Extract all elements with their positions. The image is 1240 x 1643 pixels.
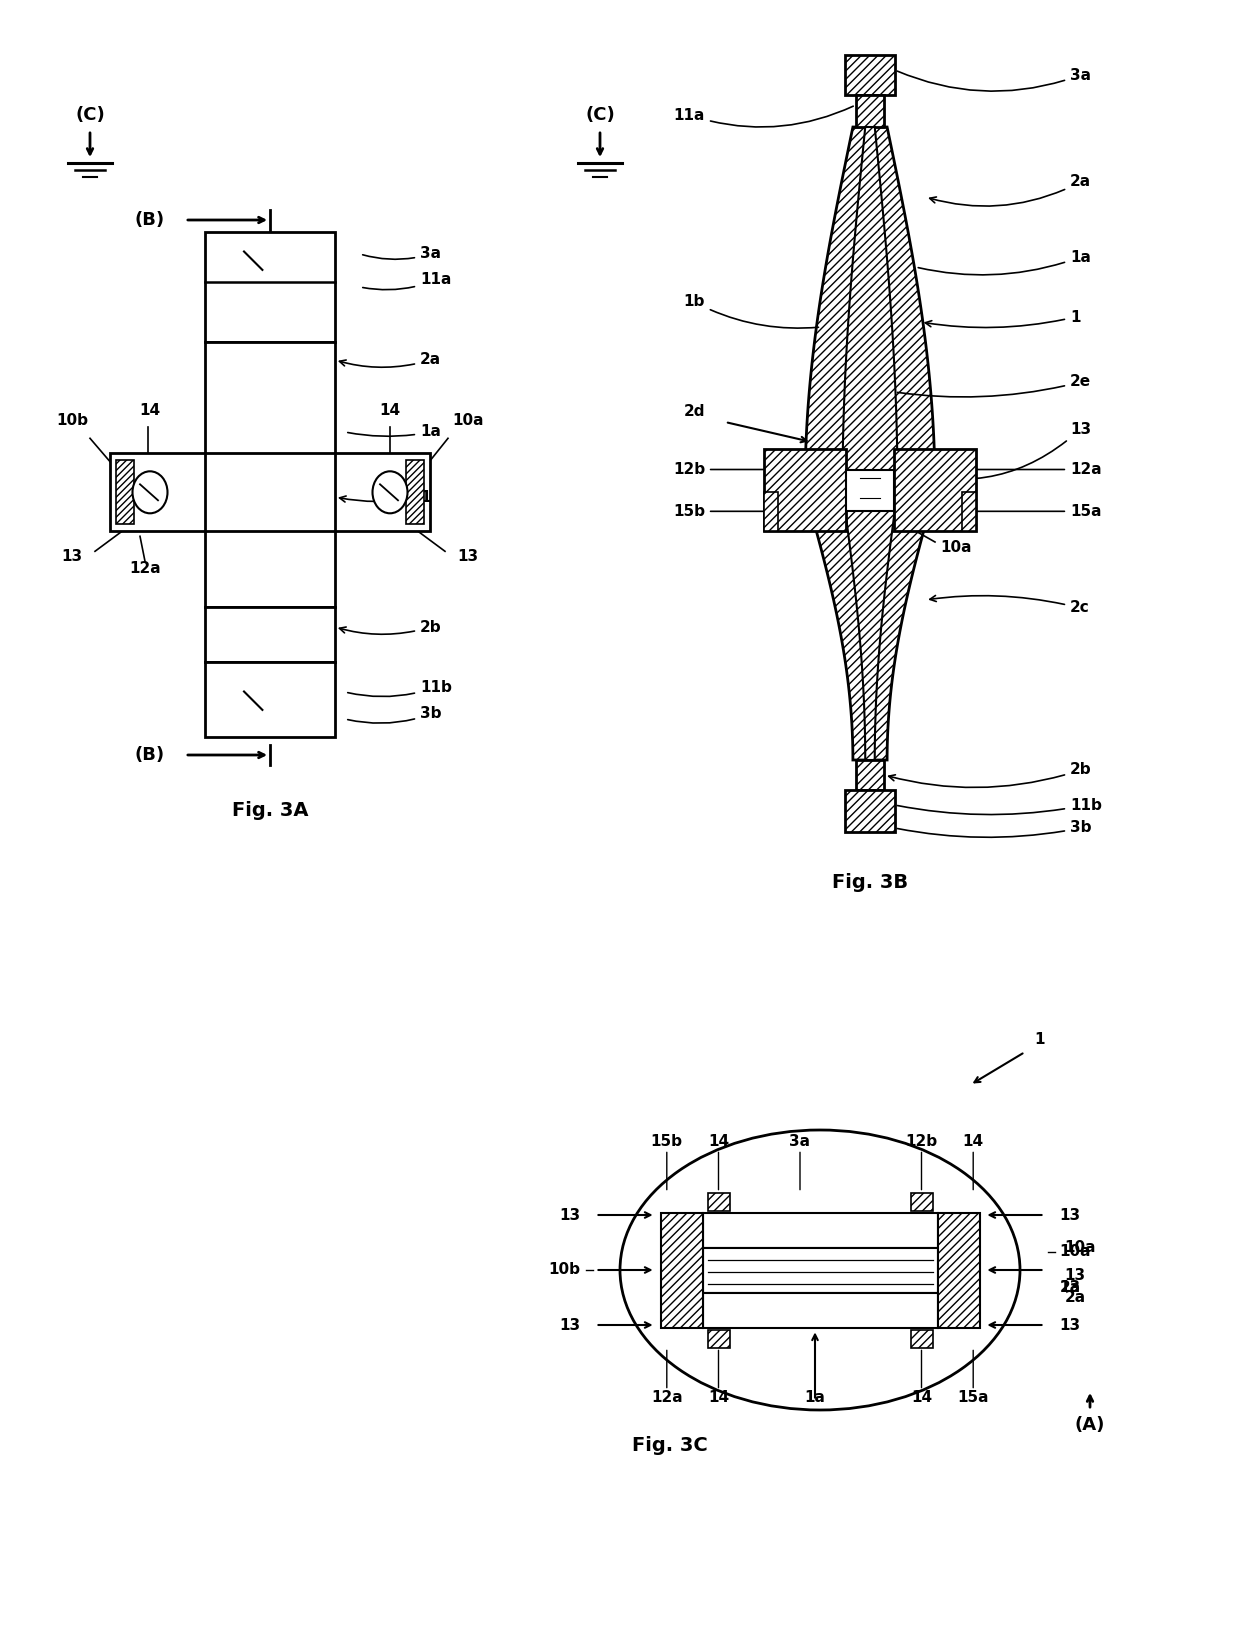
Text: Fig. 3B: Fig. 3B [832, 872, 908, 892]
Bar [703, 1247, 937, 1293]
Text: (C): (C) [76, 107, 105, 123]
Text: 1a: 1a [918, 250, 1091, 274]
Text: 15b: 15b [651, 1135, 683, 1150]
Bar [205, 662, 335, 738]
Text: 14: 14 [139, 403, 160, 419]
Text: 2a: 2a [930, 174, 1091, 205]
Text: 3a: 3a [362, 246, 441, 261]
Text: (B): (B) [135, 746, 165, 764]
Bar [937, 1213, 980, 1328]
Text: 14: 14 [379, 403, 401, 419]
Bar [846, 790, 895, 831]
Text: 3a: 3a [898, 67, 1091, 90]
Text: 13: 13 [1059, 1208, 1080, 1222]
Text: 14: 14 [911, 1390, 932, 1405]
Text: (C): (C) [585, 107, 615, 123]
Text: 14: 14 [962, 1135, 983, 1150]
Bar [846, 54, 895, 95]
Text: 14: 14 [708, 1390, 729, 1405]
Polygon shape [805, 127, 935, 761]
Text: 3a: 3a [790, 1135, 811, 1150]
Text: 1a: 1a [805, 1390, 826, 1405]
Text: 13: 13 [62, 549, 83, 564]
Text: 12a: 12a [973, 462, 1101, 476]
Bar [894, 449, 976, 531]
Text: Fig. 3A: Fig. 3A [232, 800, 309, 820]
Text: 2a: 2a [1059, 1280, 1080, 1295]
Text: 3b: 3b [898, 820, 1091, 838]
Bar [708, 1193, 729, 1211]
Text: 2d: 2d [683, 404, 706, 419]
Bar [764, 449, 846, 531]
Bar [846, 470, 894, 511]
Text: 13: 13 [1064, 1267, 1086, 1283]
Text: 10b: 10b [56, 414, 88, 429]
Bar [962, 491, 976, 531]
Text: 15a: 15a [957, 1390, 990, 1405]
Text: 10a: 10a [940, 541, 971, 555]
Text: (B): (B) [135, 210, 165, 228]
Text: 2b: 2b [889, 762, 1091, 787]
Text: 1: 1 [925, 309, 1080, 327]
Bar [703, 1293, 937, 1328]
Text: 11b: 11b [898, 797, 1102, 815]
Text: 14: 14 [708, 1135, 729, 1150]
Text: (A): (A) [1075, 1416, 1105, 1434]
Text: 13: 13 [559, 1318, 580, 1332]
Text: 12a: 12a [129, 562, 161, 577]
Text: 1a: 1a [347, 424, 441, 439]
Text: Fig. 3C: Fig. 3C [632, 1436, 708, 1456]
Text: 1b: 1b [683, 294, 818, 329]
Text: 2b: 2b [340, 619, 441, 634]
Text: 12b: 12b [673, 462, 766, 476]
Bar [205, 232, 335, 342]
Text: 1: 1 [340, 490, 430, 504]
Text: 13: 13 [1059, 1280, 1080, 1295]
Ellipse shape [620, 1130, 1021, 1410]
Bar [764, 491, 777, 531]
Polygon shape [842, 127, 898, 761]
Text: 2c: 2c [930, 595, 1090, 616]
Text: 13: 13 [559, 1208, 580, 1222]
Text: 15a: 15a [973, 504, 1101, 519]
Bar [910, 1193, 932, 1211]
Bar [117, 460, 134, 524]
Bar [110, 453, 430, 531]
Text: 10a: 10a [453, 414, 484, 429]
Text: 10a: 10a [1064, 1240, 1096, 1255]
Text: 11a: 11a [673, 107, 853, 127]
Text: 12a: 12a [651, 1390, 682, 1405]
Bar [205, 342, 335, 606]
Text: 15b: 15b [673, 504, 766, 519]
Text: 3b: 3b [347, 706, 441, 723]
Text: 11a: 11a [363, 273, 451, 289]
Text: 13: 13 [1059, 1318, 1080, 1332]
Bar [661, 1213, 703, 1328]
Text: 2a: 2a [1064, 1290, 1086, 1306]
Bar [708, 1329, 729, 1347]
Text: 10a: 10a [1059, 1244, 1091, 1260]
Bar [703, 1213, 937, 1247]
Bar [856, 95, 884, 127]
Text: 12b: 12b [905, 1135, 937, 1150]
Ellipse shape [133, 472, 167, 513]
Text: 10b: 10b [548, 1262, 580, 1278]
Text: 13: 13 [897, 422, 1091, 480]
Bar [405, 460, 424, 524]
Text: 1: 1 [1034, 1032, 1045, 1048]
Bar [205, 606, 335, 662]
Bar [856, 761, 884, 790]
Text: 13: 13 [458, 549, 479, 564]
Bar [910, 1329, 932, 1347]
Text: 2e: 2e [898, 375, 1091, 398]
Text: 2a: 2a [340, 353, 441, 368]
Ellipse shape [372, 472, 408, 513]
Text: 11b: 11b [347, 680, 451, 697]
